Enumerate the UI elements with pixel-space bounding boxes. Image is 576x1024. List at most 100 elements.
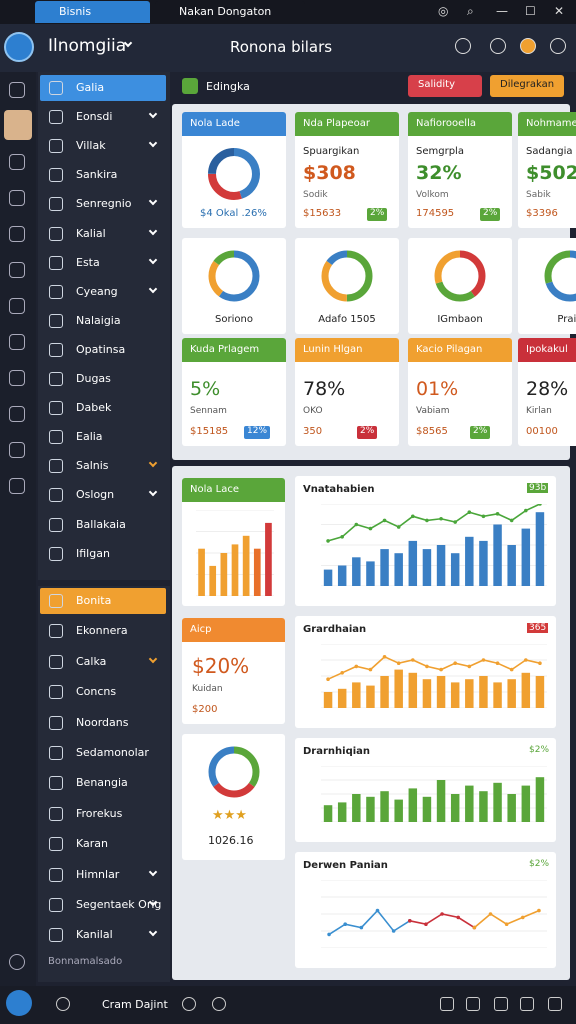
sidebar-item[interactable]: Concns bbox=[40, 679, 166, 705]
item-label: Cyeang bbox=[76, 284, 118, 298]
sidebar-item[interactable]: Kanilal bbox=[40, 922, 166, 948]
browser-tab[interactable]: Nakan Dongaton bbox=[155, 1, 305, 23]
header-icon[interactable] bbox=[550, 38, 566, 54]
donut-caption: Adafo 1505 bbox=[318, 314, 376, 325]
donut-segment bbox=[208, 746, 260, 798]
header-icon[interactable] bbox=[490, 38, 506, 54]
rail-icon[interactable] bbox=[9, 262, 25, 278]
card-header-label: Ipokakul bbox=[526, 344, 568, 355]
sidebar-item[interactable]: Ballakaia bbox=[40, 512, 166, 538]
avatar[interactable] bbox=[4, 110, 32, 140]
sidebar-item[interactable]: Salnis bbox=[40, 453, 166, 479]
chart-tag: $2% bbox=[529, 859, 550, 869]
mini-chart bbox=[321, 504, 547, 586]
window-control[interactable]: ☐ bbox=[525, 4, 536, 18]
sidebar-item[interactable]: Bonita bbox=[40, 588, 166, 614]
rail-icon[interactable] bbox=[9, 190, 25, 206]
rail-icon[interactable] bbox=[9, 478, 25, 494]
donut-caption: 1026.16 bbox=[208, 834, 254, 847]
line-point bbox=[326, 677, 330, 681]
chevron bbox=[148, 928, 158, 937]
window-control[interactable]: ⌕ bbox=[467, 4, 474, 18]
sidebar-item[interactable]: Calka bbox=[40, 649, 166, 675]
line-point bbox=[368, 667, 373, 672]
sidebar-item[interactable]: Benangia bbox=[40, 770, 166, 796]
bar bbox=[535, 512, 545, 586]
rail-icon[interactable] bbox=[9, 298, 25, 314]
item-label: Sankira bbox=[76, 168, 118, 182]
bottom-icon[interactable] bbox=[548, 997, 562, 1011]
line-point bbox=[354, 522, 359, 527]
header-icon[interactable] bbox=[455, 38, 471, 54]
item-icon bbox=[49, 517, 63, 532]
sidebar-item[interactable]: Ekonnera bbox=[40, 618, 166, 644]
item-label: Sedamonolar bbox=[76, 746, 149, 759]
sidebar-item[interactable]: Frorekus bbox=[40, 801, 166, 827]
bar bbox=[408, 672, 418, 708]
sidebar-item[interactable]: Ealia bbox=[40, 424, 166, 450]
rail-icon[interactable] bbox=[9, 406, 25, 422]
line-point bbox=[537, 908, 541, 913]
tab-label: Bisnis bbox=[59, 5, 92, 18]
sidebar-item[interactable]: Sankira bbox=[40, 162, 166, 188]
rail-icon[interactable] bbox=[9, 226, 25, 242]
app-logo[interactable] bbox=[4, 32, 34, 62]
icon-rail bbox=[0, 72, 36, 986]
header-icon[interactable] bbox=[520, 38, 536, 54]
bottom-icon[interactable] bbox=[466, 997, 480, 1011]
app-header bbox=[0, 24, 576, 72]
sidebar-item[interactable]: Senregnio bbox=[40, 191, 166, 217]
sidebar-item[interactable]: Noordans bbox=[40, 710, 166, 736]
window-control[interactable]: ◎ bbox=[438, 4, 449, 18]
card-sub: Sabik bbox=[526, 190, 551, 200]
sidebar-item[interactable]: Eonsdi bbox=[40, 104, 166, 130]
bar bbox=[422, 796, 432, 822]
sidebar-item[interactable]: Galia bbox=[40, 75, 166, 101]
sidebar-item[interactable]: Karan bbox=[40, 831, 166, 857]
bar bbox=[198, 548, 205, 596]
rail-icon[interactable] bbox=[9, 954, 25, 970]
bottom-icon[interactable] bbox=[182, 997, 196, 1011]
rail-icon[interactable] bbox=[9, 334, 25, 350]
bottom-label[interactable]: Cram Dajint bbox=[102, 998, 168, 1011]
card: Nda Plapeoar Spuargikan $308 Sodik $15633 2% bbox=[295, 112, 399, 228]
bottom-icon[interactable] bbox=[212, 997, 226, 1011]
page-title: Ronona bilars bbox=[230, 38, 333, 56]
sidebar-item[interactable]: Kalial bbox=[40, 221, 166, 247]
rail-icon[interactable] bbox=[9, 370, 25, 386]
toolbar-button[interactable]: Salidity bbox=[408, 75, 482, 97]
window-control[interactable]: ✕ bbox=[554, 4, 565, 18]
bottom-icon[interactable] bbox=[56, 997, 70, 1011]
sidebar-item[interactable]: Oslogn bbox=[40, 482, 166, 508]
sidebar-item[interactable]: Sedamonolar bbox=[40, 740, 166, 766]
sidebar-item[interactable]: Villak bbox=[40, 133, 166, 159]
app-logo[interactable] bbox=[6, 990, 32, 1016]
sidebar-item[interactable]: Himnlar bbox=[40, 862, 166, 888]
browser-tab[interactable]: Bisnis bbox=[35, 1, 150, 23]
sidebar-item[interactable]: Nalaigia bbox=[40, 308, 166, 334]
badge-label: 2% bbox=[360, 426, 375, 436]
bottom-icon[interactable] bbox=[440, 997, 454, 1011]
bottom-icon[interactable] bbox=[520, 997, 534, 1011]
donut-box bbox=[432, 248, 488, 304]
donut-segment bbox=[208, 746, 260, 798]
sidebar-item[interactable]: Cyeang bbox=[40, 279, 166, 305]
toolbar-button[interactable]: Dilegrakan bbox=[490, 75, 564, 97]
sidebar-item[interactable]: Ifilgan bbox=[40, 541, 166, 567]
window-control[interactable]: — bbox=[496, 4, 508, 18]
rail-icon[interactable] bbox=[9, 154, 25, 170]
toolbar-icon[interactable] bbox=[182, 78, 198, 94]
workspace-name[interactable]: Ilnomgiia bbox=[48, 36, 127, 56]
sidebar-item[interactable]: Esta bbox=[40, 250, 166, 276]
sidebar-item[interactable]: Opatinsa bbox=[40, 337, 166, 363]
rail-icon[interactable] bbox=[9, 442, 25, 458]
rail-icon[interactable] bbox=[9, 82, 25, 98]
sidebar-item[interactable]: Dugas bbox=[40, 366, 166, 392]
card-sub: Volkom bbox=[416, 190, 449, 200]
bottom-icon[interactable] bbox=[494, 997, 508, 1011]
card: Vnatahabien 93b bbox=[295, 476, 556, 606]
donut-segment bbox=[434, 250, 486, 302]
sidebar-item[interactable]: Dabek bbox=[40, 395, 166, 421]
sidebar-item[interactable]: Segentaek Orig bbox=[40, 892, 166, 918]
line-point bbox=[424, 922, 428, 926]
